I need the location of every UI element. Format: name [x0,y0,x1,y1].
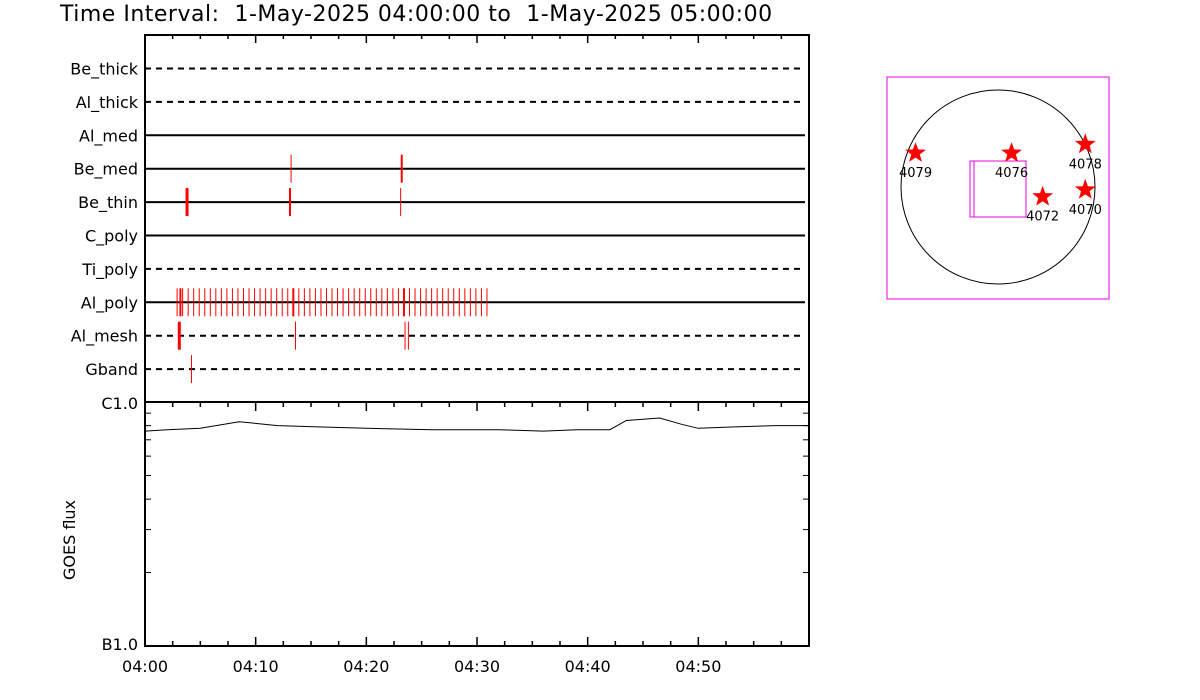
solar-limb [900,89,1096,285]
channel-label-al_thick: Al_thick [76,93,139,113]
active-region-star [905,142,926,162]
active-region-label: 4078 [1069,157,1102,172]
goes-xtick-label: 04:00 [122,657,168,676]
active-region-label: 4072 [1026,210,1059,225]
goes-ytick-label-top: C1.0 [101,394,138,413]
goes-frame [144,401,810,647]
channel-label-gband: Gband [85,360,138,379]
active-region-label: 4079 [899,166,932,181]
goes-ylabel: GOES flux [60,500,79,580]
channel-label-al_poly: Al_poly [81,293,138,313]
solar-disk-map: 4079 4076 4078 4072 4070 [886,76,1110,300]
goes-xtick-label: 04:50 [675,657,721,676]
map-frame [886,76,1110,300]
goes-xtick-label: 04:10 [233,657,279,676]
channel-label-al_mesh: Al_mesh [71,327,138,347]
channel-label-be_thick: Be_thick [70,60,138,80]
active-region-star [1001,142,1022,162]
goes-xtick-label: 04:40 [565,657,611,676]
chart-title: Time Interval: 1-May-2025 04:00:00 to 1-… [60,2,773,27]
channel-label-c_poly: C_poly [85,227,138,247]
goes-ytick-label-bottom: B1.0 [102,635,138,654]
goes-xtick-label: 04:30 [454,657,500,676]
goes-flux-line [144,417,809,432]
active-region-star [1074,133,1096,154]
channel-label-be_thin: Be_thin [78,193,138,213]
goes-flux-panel: C1.0 B1.0 GOES flux 04:00 04:10 04:20 04:30 04:… [60,394,810,676]
detector-timeline-panel: Be_thick Al_thick Al_med Be_med Be_thin C_pol… [70,34,810,403]
channel-label-al_med: Al_med [79,126,138,146]
channel-label-be_med: Be_med [74,160,138,180]
active-region-star [1074,178,1096,199]
timeline-frame [144,34,810,403]
goes-xtick-label: 04:20 [343,657,389,676]
field-of-view-box-inner [973,160,1027,218]
channel-label-ti_poly: Ti_poly [81,260,138,280]
active-region-label: 4076 [995,166,1028,181]
active-region-label: 4070 [1069,203,1102,218]
active-region-star [1032,185,1054,206]
